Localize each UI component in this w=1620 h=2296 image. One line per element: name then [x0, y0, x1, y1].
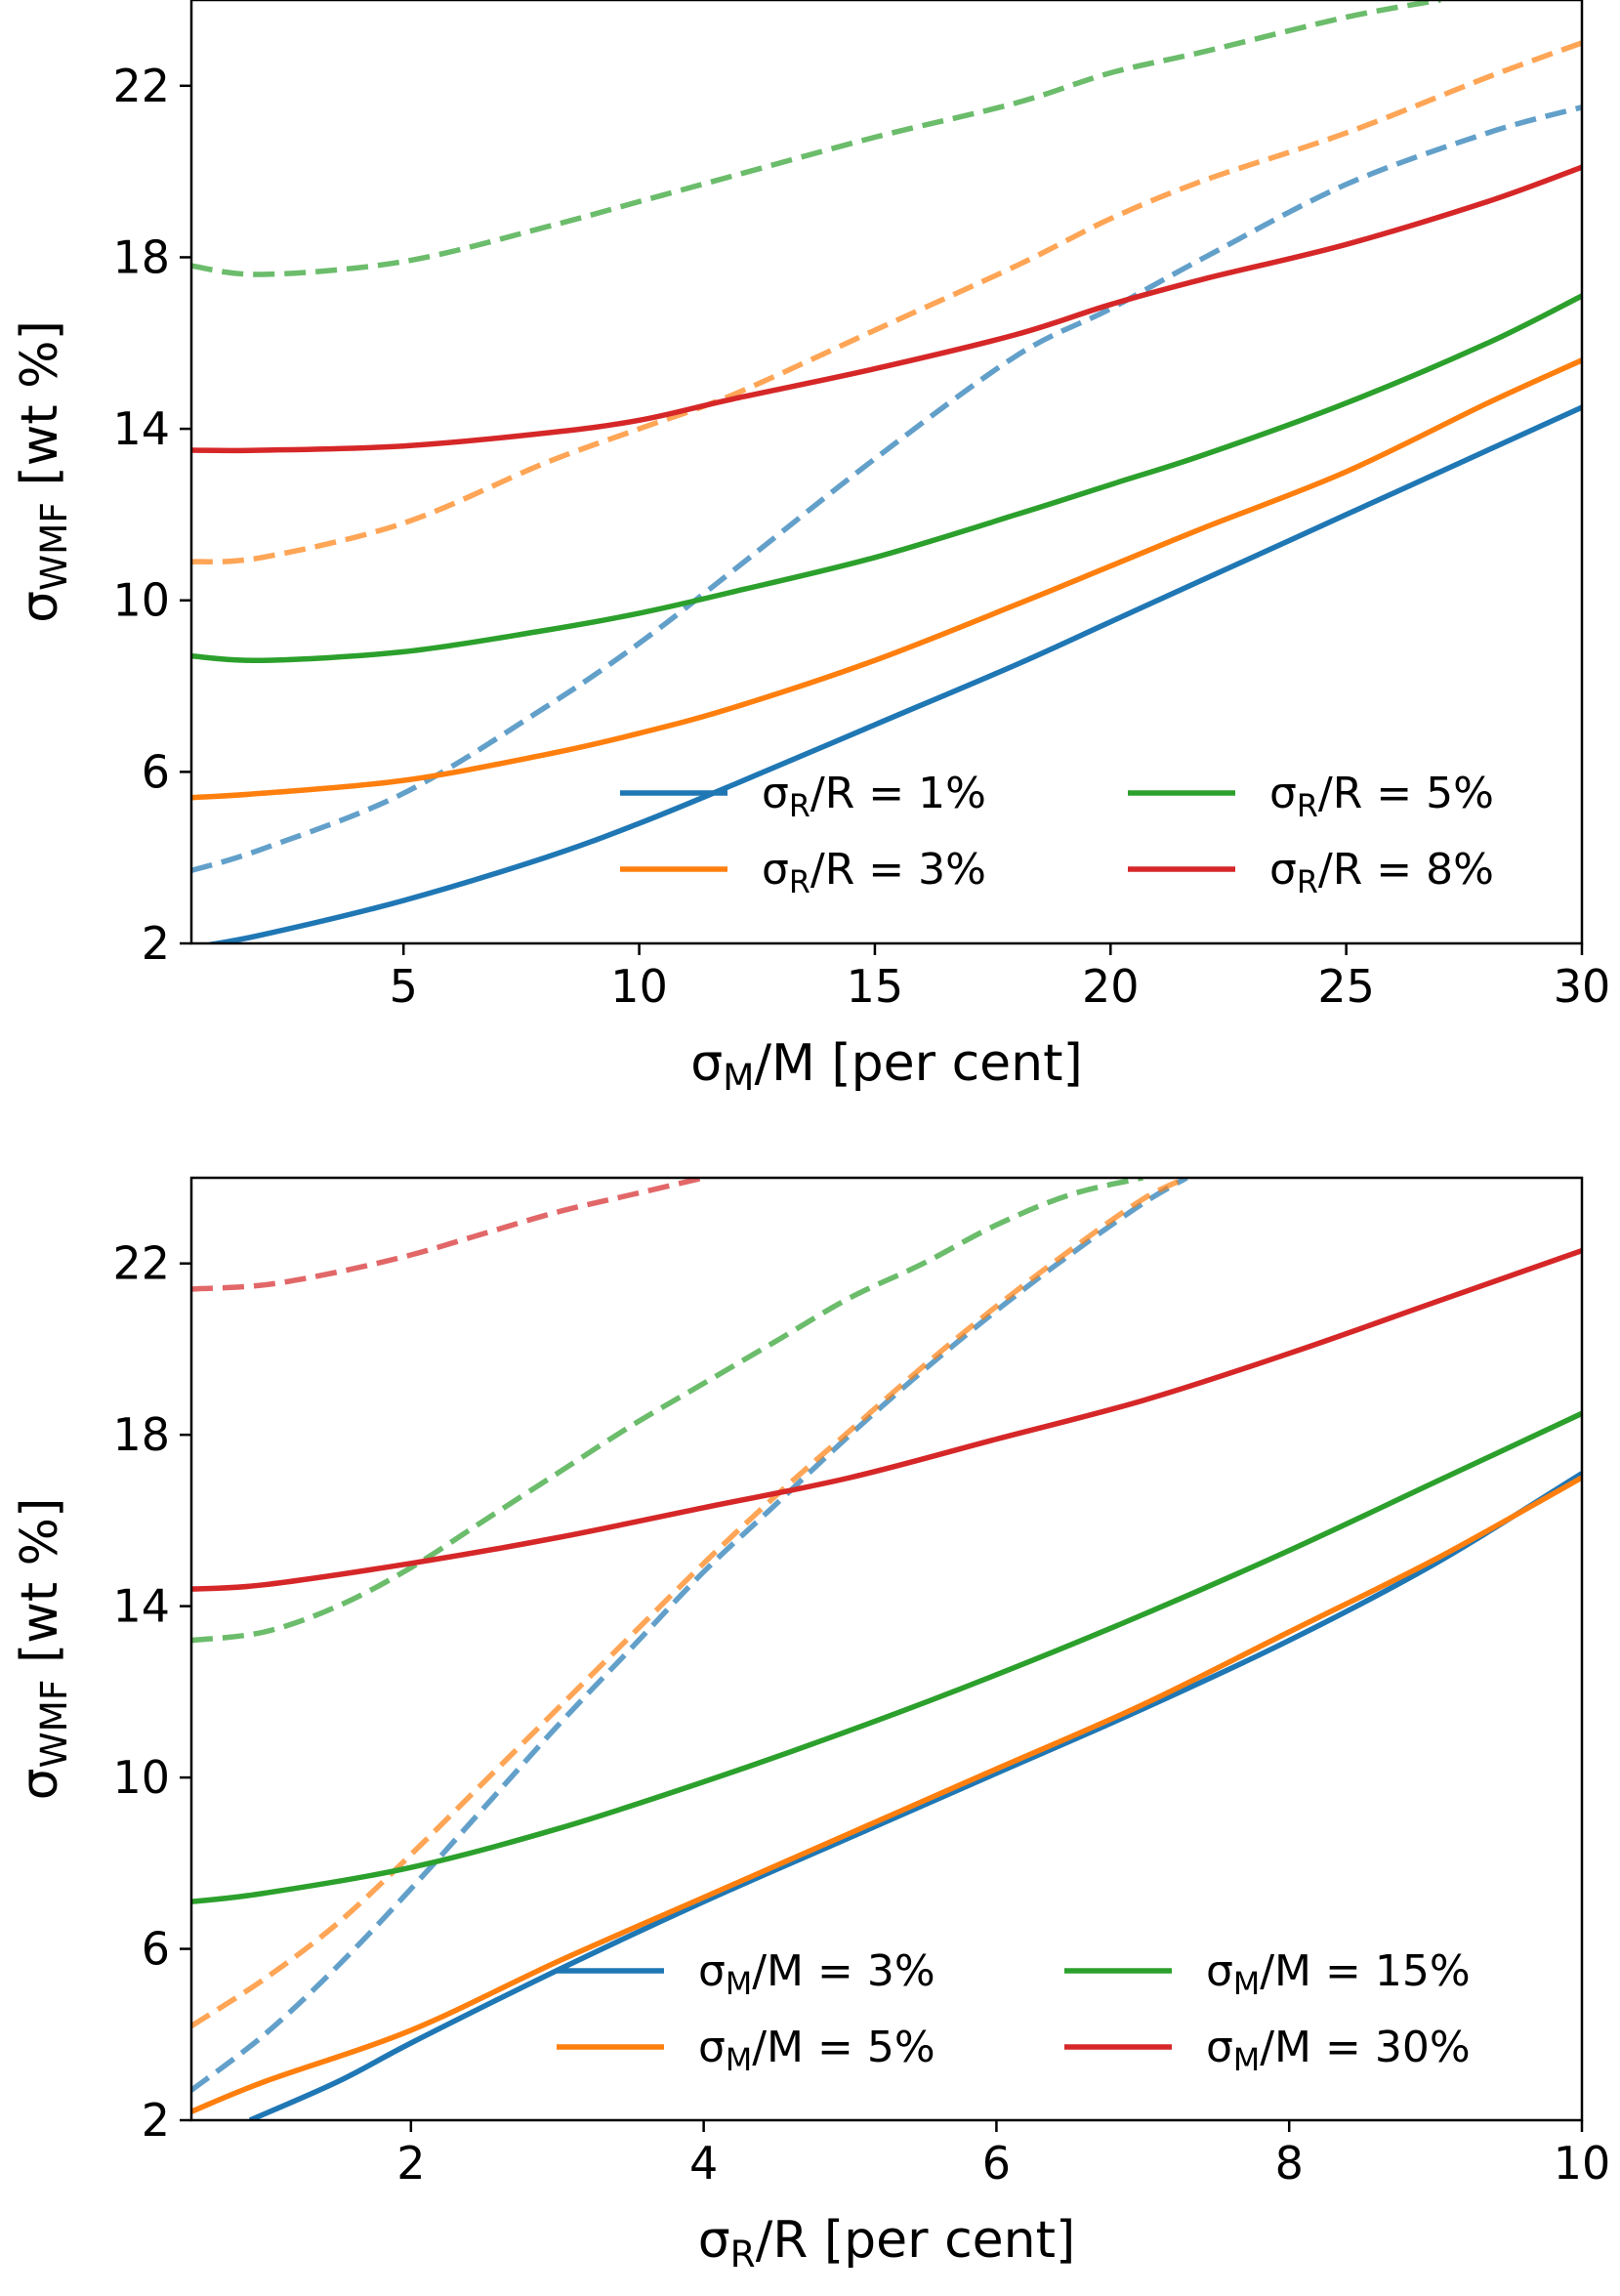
y-axis-label: σWMF [wt %]: [11, 320, 75, 623]
legend-entry-label: σR/R = 5%: [1269, 769, 1494, 824]
legend-entry-label: σM/M = 15%: [1206, 1946, 1471, 2002]
x-tick-label: 2: [396, 2137, 425, 2190]
series-line-solid-6: [191, 164, 1582, 454]
x-tick-label: 15: [847, 960, 904, 1013]
x-tick-label: 25: [1317, 960, 1375, 1013]
legend: σM/M = 3% σM/M = 5% σM/M = 15% σM/M = 30%: [557, 1946, 1471, 2078]
legend-entry-label: σR/R = 3%: [762, 845, 986, 900]
x-tick-label: 20: [1082, 960, 1140, 1013]
series-line-dashed-3: [191, 1178, 1188, 2028]
series-line-solid-2: [191, 357, 1582, 801]
legend-entry-label: σR/R = 8%: [1269, 845, 1494, 900]
y-axis-label: σWMF [wt %]: [11, 1498, 75, 1801]
series-line-solid-6: [191, 1248, 1582, 1592]
legend-entry-label: σM/M = 30%: [1206, 2023, 1471, 2078]
x-tick-label: 10: [1554, 2137, 1611, 2190]
top-panel: 5 10 15 20 25 30 2 6 10 14 18 22 σM/M [per cent] σWMF…: [11, 0, 1610, 1099]
plot-area: [191, 0, 1582, 943]
y-tick-label: 22: [112, 60, 170, 112]
y-tick-label: 6: [142, 1923, 170, 1976]
x-axis-label: σM/M [per cent]: [690, 1034, 1083, 1099]
legend-entry-label: σM/M = 3%: [698, 1946, 935, 2002]
y-tick-label: 18: [112, 1408, 170, 1461]
series-line-dashed-5: [191, 1178, 1143, 1644]
y-tick-label: 10: [112, 1751, 170, 1804]
x-axis-label: σR/R [per cent]: [698, 2211, 1076, 2275]
series-line-solid-4: [191, 293, 1582, 664]
y-tick-label: 22: [112, 1237, 170, 1290]
y-tick-label: 14: [112, 1580, 170, 1633]
y-tick-label: 6: [142, 745, 170, 798]
x-tick-label: 10: [610, 960, 668, 1013]
x-tick-label: 6: [982, 2137, 1011, 2190]
y-tick-label: 10: [112, 574, 170, 627]
series-line-solid-0: [248, 1471, 1582, 2120]
x-tick-label: 30: [1554, 960, 1611, 1013]
series-line-dashed-5: [191, 0, 1441, 277]
series-line-dashed-3: [191, 40, 1582, 564]
legend-entry-label: σR/R = 1%: [762, 769, 986, 824]
legend-entry-label: σM/M = 5%: [698, 2023, 935, 2078]
bottom-panel: 2 4 6 8 10 2 6 10 14 18 22 σR/R [per cent] σWMF [wt …: [11, 1176, 1611, 2275]
y-tick-label: 18: [112, 230, 170, 283]
series-line-dashed-7: [191, 1178, 705, 1292]
axes-frame: [189, 1176, 1584, 2122]
y-tick-label: 2: [142, 917, 170, 970]
x-tick-label: 5: [390, 960, 418, 1013]
series-line-solid-4: [191, 1410, 1582, 1905]
series-line-dashed-1: [191, 1178, 1188, 2093]
x-tick-label: 4: [689, 2137, 718, 2190]
axes-frame: [189, 0, 1584, 945]
series-line-solid-0: [200, 404, 1582, 943]
series-line-dashed-1: [191, 104, 1582, 874]
legend: σR/R = 1% σR/R = 3% σR/R = 5% σR/R = 8%: [620, 769, 1494, 900]
x-tick-label: 8: [1275, 2137, 1304, 2190]
plot-area: [191, 1178, 1582, 2120]
y-tick-label: 14: [112, 402, 170, 455]
y-tick-label: 2: [142, 2094, 170, 2147]
series-line-solid-2: [191, 1475, 1582, 2114]
